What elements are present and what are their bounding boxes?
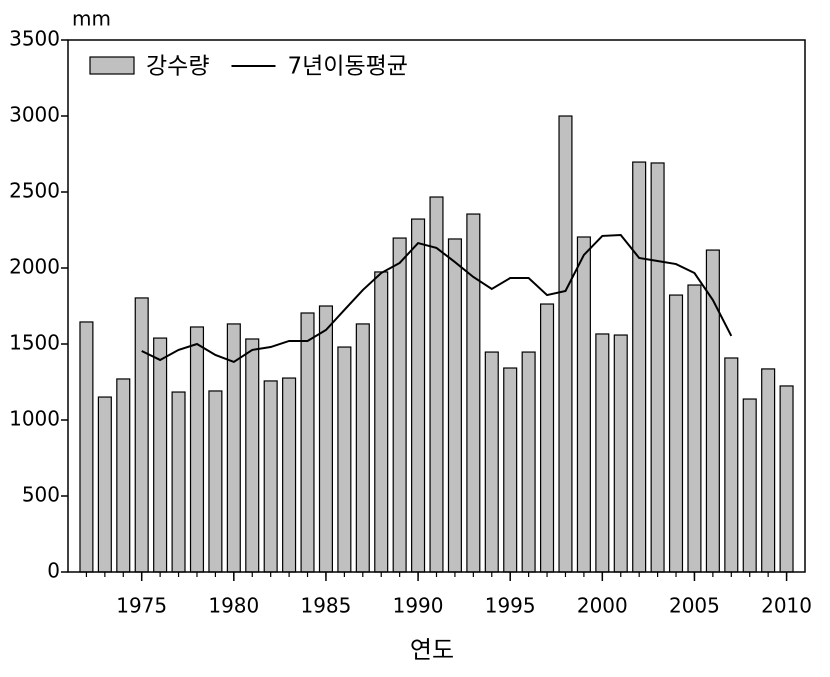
bar xyxy=(282,377,297,573)
bar xyxy=(466,213,481,573)
bar xyxy=(521,351,536,573)
bar xyxy=(208,390,223,573)
y-tick-label: 500 xyxy=(22,483,60,507)
bar xyxy=(79,321,94,573)
bar xyxy=(779,385,794,573)
bar xyxy=(484,351,499,573)
y-tick-label: 3500 xyxy=(9,27,60,51)
y-tick-label: 1000 xyxy=(9,407,60,431)
bar xyxy=(355,323,370,573)
y-axis-label: mm xyxy=(72,7,111,31)
legend-label: 7년이동평균 xyxy=(287,54,407,80)
y-tick-label: 0 xyxy=(47,559,60,583)
bar xyxy=(558,115,573,573)
y-tick-label: 2500 xyxy=(9,179,60,203)
bar xyxy=(761,368,776,573)
bar xyxy=(742,398,757,573)
x-tick-label: 1985 xyxy=(300,594,351,618)
bar xyxy=(411,218,426,573)
legend-label: 강수량 xyxy=(146,54,209,80)
bar xyxy=(318,305,333,573)
bar xyxy=(153,337,168,573)
bar xyxy=(97,396,112,573)
y-tick-label: 2000 xyxy=(9,255,60,279)
x-tick-label: 1975 xyxy=(116,594,167,618)
bar xyxy=(668,294,684,573)
y-tick-label: 1500 xyxy=(9,331,60,355)
bar xyxy=(116,378,131,573)
bar xyxy=(337,346,352,573)
x-tick-label: 2000 xyxy=(577,594,628,618)
bar xyxy=(189,326,205,573)
bar xyxy=(650,162,665,573)
bar xyxy=(576,236,591,573)
bar xyxy=(263,380,278,573)
bar xyxy=(632,161,647,573)
bar xyxy=(613,334,628,573)
x-tick-label: 2010 xyxy=(761,594,812,618)
bar xyxy=(300,312,315,573)
x-tick-label: 1995 xyxy=(485,594,536,618)
bar xyxy=(540,303,555,573)
x-tick-label: 2005 xyxy=(669,594,720,618)
line xyxy=(141,233,733,364)
bar xyxy=(374,271,389,573)
bar xyxy=(724,357,739,573)
legend-swatch xyxy=(89,56,135,75)
bar xyxy=(687,284,702,573)
bar xyxy=(503,367,518,573)
bar xyxy=(447,238,462,573)
x-axis-label: 연도 xyxy=(410,636,454,664)
bar xyxy=(595,333,610,573)
bar xyxy=(171,391,186,573)
bar xyxy=(392,237,407,573)
y-tick-label: 3000 xyxy=(9,103,60,127)
bar xyxy=(134,297,149,573)
bar xyxy=(245,338,260,573)
x-tick-label: 1990 xyxy=(393,594,444,618)
plot-frame xyxy=(67,39,806,573)
bar xyxy=(429,196,444,573)
x-tick-label: 1980 xyxy=(208,594,259,618)
